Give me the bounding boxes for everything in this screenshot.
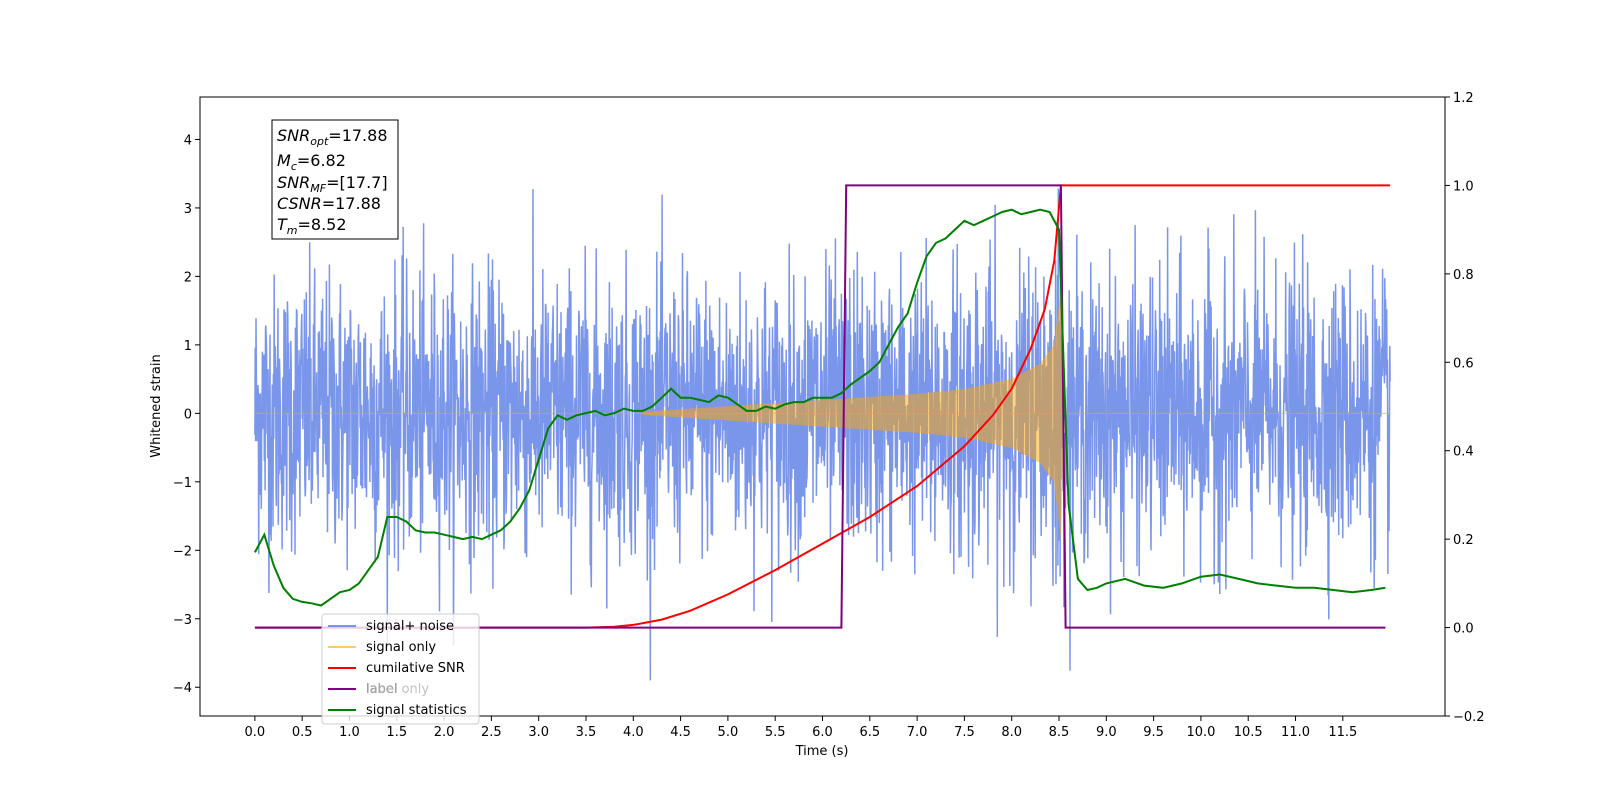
x-tick-label-2: 1.0: [339, 725, 360, 740]
legend-label-cumulative-snr: cumilative SNR: [366, 661, 465, 676]
series-signal-statistics: [254, 208, 1386, 607]
y2-tick-label-4: 0.4: [1453, 445, 1474, 460]
y-axis-label: Whitened strain: [149, 354, 164, 457]
annotation-line-2: Mc=6.82: [277, 151, 346, 173]
x-tick-label-17: 8.5: [1049, 725, 1070, 740]
y2-tick-label-7: −0.2: [1453, 710, 1485, 725]
y-tick-label-0: 4: [184, 133, 192, 148]
y2-tick-label-2: 0.8: [1453, 268, 1474, 283]
x-tick-label-5: 2.5: [481, 725, 502, 740]
legend-label-label: label: [366, 682, 397, 697]
x-tick-label-15: 7.5: [954, 725, 975, 740]
annotation-line-3: SNRMF=[17.7]: [277, 173, 388, 195]
x-tick-label-8: 4.0: [623, 725, 644, 740]
annotation-frame: [271, 119, 399, 240]
x-axis-label: Time (s): [795, 744, 849, 759]
x-tick-label-0: 0.0: [245, 725, 266, 740]
y-tick-label-3: 1: [184, 339, 192, 354]
x-tick-label-18: 9.0: [1096, 725, 1117, 740]
series-layer: [254, 184, 1391, 681]
x-tick-label-6: 3.0: [528, 725, 549, 740]
y2-tick-label-6: 0.0: [1453, 622, 1474, 637]
annotation-box: SNRopt=17.88 Mc=6.82 SNRMF=[17.7] CSNR=1…: [271, 119, 399, 240]
x-tick-label-21: 10.5: [1234, 725, 1263, 740]
annotation-line-4: CSNR=17.88: [277, 194, 381, 213]
x-tick-label-1: 0.5: [292, 725, 313, 740]
ticks-layer: 0.0 0.5 1.0 1.5 2.0 2.5 3.0 3.5 4.0 4.5 5.0 5.5 6.0 6…: [173, 91, 1485, 740]
x-tick-label-7: 3.5: [576, 725, 597, 740]
x-tick-label-22: 11.0: [1281, 725, 1310, 740]
y-tick-label-1: 3: [184, 202, 192, 217]
annotation-line-1: SNRopt=17.88: [277, 126, 388, 148]
x-tick-label-12: 6.0: [812, 725, 833, 740]
legend-label-label-only: label only: [366, 682, 429, 697]
series-cumilative-snr: [254, 184, 1391, 629]
x-tick-label-10: 5.0: [718, 725, 739, 740]
y2-tick-label-1: 1.0: [1453, 179, 1474, 194]
y-tick-label-8: −4: [173, 681, 192, 696]
x-tick-label-3: 1.5: [386, 725, 407, 740]
x-tick-label-20: 10.0: [1186, 725, 1215, 740]
legend-label-signal-statistics: signal statistics: [366, 703, 467, 718]
x-tick-label-23: 11.5: [1328, 725, 1357, 740]
x-tick-label-4: 2.0: [434, 725, 455, 740]
y2-tick-label-5: 0.2: [1453, 533, 1474, 548]
annotation-line-5: Tm=8.52: [277, 215, 347, 237]
y-tick-label-2: 2: [184, 270, 192, 285]
legend-label-signal-noise: signal+ noise: [366, 619, 454, 634]
legend: signal+ noise signal only cumilative SNR…: [321, 613, 480, 725]
y2-tick-label-0: 1.2: [1453, 91, 1474, 106]
y-tick-label-7: −3: [173, 613, 192, 628]
series-label: [254, 184, 1386, 629]
x-tick-label-9: 4.5: [670, 725, 691, 740]
x-tick-label-19: 9.5: [1143, 725, 1164, 740]
y-tick-label-4: 0: [184, 407, 192, 422]
y2-tick-label-3: 0.6: [1453, 356, 1474, 371]
x-tick-label-13: 6.5: [859, 725, 880, 740]
legend-label-signal-only: signal only: [366, 640, 436, 655]
x-tick-label-14: 7.0: [907, 725, 928, 740]
legend-frame: [321, 613, 480, 725]
y-tick-label-6: −2: [173, 544, 192, 559]
y-tick-label-5: −1: [173, 476, 192, 491]
x-tick-label-16: 8.0: [1001, 725, 1022, 740]
x-tick-label-11: 5.5: [765, 725, 786, 740]
